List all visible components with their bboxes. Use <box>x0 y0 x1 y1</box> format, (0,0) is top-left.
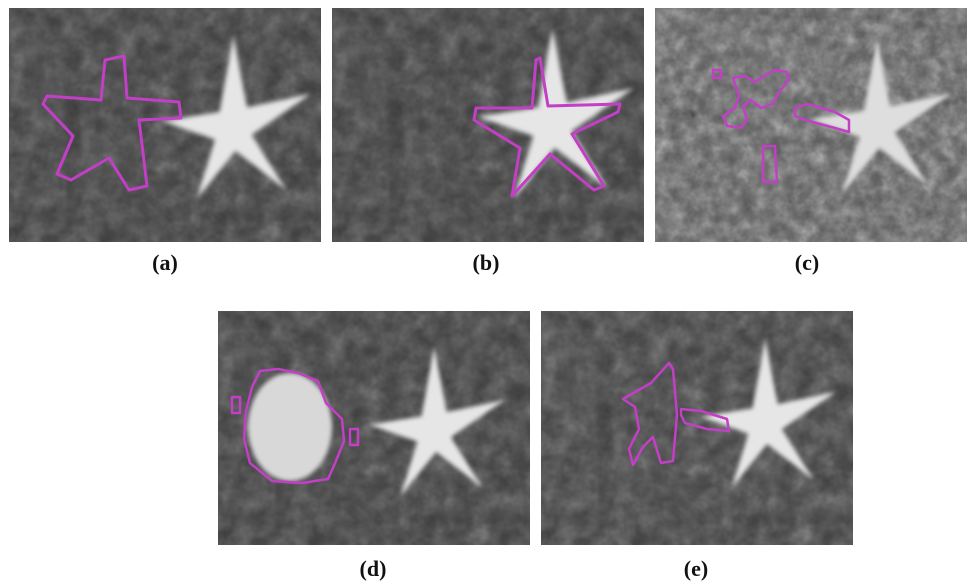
panel-e <box>541 311 853 545</box>
panel-a <box>9 8 321 242</box>
contour-d-1 <box>242 367 346 485</box>
panel-b <box>332 8 644 242</box>
contour-c-2 <box>711 68 723 80</box>
caption-a: (a) <box>152 250 178 275</box>
caption-b: (b) <box>472 250 500 275</box>
caption-e: (e) <box>683 556 709 581</box>
contour-c-1 <box>721 68 791 130</box>
panel-c-image <box>655 8 967 242</box>
contour-c-4 <box>761 144 779 184</box>
contour-a <box>41 54 183 192</box>
caption-d: (d) <box>359 556 387 581</box>
contour-c-3 <box>793 102 851 134</box>
contour-d-2 <box>230 395 242 415</box>
caption-c: (c) <box>794 250 820 275</box>
panel-b-image <box>332 8 644 242</box>
contour-e-1 <box>621 361 679 467</box>
panel-a-image <box>9 8 321 242</box>
contour-d-3 <box>348 427 360 447</box>
panel-c <box>655 8 967 242</box>
panel-e-image <box>541 311 853 545</box>
panel-d <box>218 311 530 545</box>
contour-e-2 <box>679 407 731 433</box>
panel-d-image <box>218 311 530 545</box>
contour-b <box>472 56 622 198</box>
